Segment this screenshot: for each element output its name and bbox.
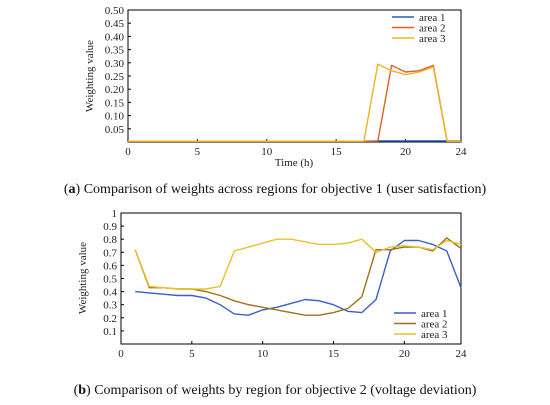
series-group-a — [128, 63, 461, 142]
y-tick-label: 0.9 — [103, 221, 117, 233]
chart-b: 0.10.20.30.40.50.60.70.80.91 0 5 10 15 20 24 … — [74, 208, 477, 398]
y-axis-label-b: Weighting value — [77, 242, 89, 314]
x-tick-label: 5 — [195, 146, 201, 158]
series-line-area-3 — [134, 238, 462, 290]
x-tick-label: 20 — [400, 146, 412, 158]
plot-frame-b — [120, 212, 462, 345]
legend-label: area 1 — [419, 12, 446, 24]
x-tick-label: 20 — [399, 348, 411, 360]
series-line-area-2 — [128, 64, 461, 142]
y-tick-label: 0.3 — [103, 300, 117, 312]
x-axis-label-a: Time (h) — [275, 157, 314, 169]
plot-frame-a — [127, 9, 462, 143]
y-tick-label: 0.1 — [103, 326, 117, 338]
y-tick-label: 0.15 — [105, 97, 125, 109]
x-tick-label: 10 — [257, 348, 269, 360]
caption-a: (a) Comparison of weights across regions… — [64, 182, 487, 197]
y-tick-label: 0.6 — [103, 260, 117, 272]
y-tick-label: 0.5 — [103, 274, 117, 286]
y-tick-label: 0.05 — [105, 124, 125, 136]
y-tick-label: 0.50 — [105, 5, 125, 17]
x-tick-label: 10 — [261, 146, 273, 158]
y-tick-label: 0.30 — [105, 58, 125, 70]
y-axis-ticks-b: 0.10.20.30.40.5 0.60.70.80.91 — [103, 208, 124, 338]
series-group-b — [134, 237, 462, 316]
x-tick-label: 15 — [328, 348, 340, 360]
x-tick-label: 5 — [189, 348, 195, 360]
x-tick-label: 24 — [456, 146, 468, 158]
legend-label: area 2 — [419, 23, 446, 35]
y-tick-label: 0.45 — [105, 18, 125, 30]
y-tick-label: 0.7 — [103, 247, 117, 259]
legend-label: area 2 — [421, 319, 448, 331]
y-tick-label: 0.8 — [103, 234, 117, 246]
caption-b: (b) Comparison of weights by region for … — [74, 383, 477, 398]
x-axis-ticks-b: 0 5 10 15 20 24 — [118, 341, 467, 360]
series-line-area-1 — [135, 239, 462, 316]
caption-text-b: Comparison of weights by region for obje… — [94, 383, 477, 398]
caption-letter-a: a — [69, 182, 76, 197]
series-line-area-3 — [128, 63, 461, 142]
y-tick-label: 0.40 — [105, 31, 125, 43]
y-tick-label: 0.10 — [105, 111, 125, 123]
y-tick-label: 1 — [112, 208, 118, 220]
x-tick-label: 0 — [118, 348, 124, 360]
x-tick-label: 0 — [125, 146, 131, 158]
x-tick-label: 24 — [456, 348, 468, 360]
y-tick-label: 0.4 — [103, 287, 117, 299]
y-tick-label: 0.25 — [105, 71, 125, 83]
y-tick-label: 0.2 — [103, 313, 117, 325]
legend-label: area 3 — [421, 329, 448, 341]
y-tick-label: 0.35 — [105, 45, 125, 57]
y-axis-label-a: Weighting value — [84, 40, 96, 112]
series-line-area-2 — [134, 237, 462, 316]
caption-text-a: Comparison of weights across regions for… — [84, 182, 487, 197]
chart-a: 0.050.10 0.150.200.250.300.35 0.400.450.50… — [64, 5, 487, 197]
legend-label: area 3 — [419, 33, 446, 45]
caption-letter-b: b — [78, 383, 86, 398]
x-tick-label: 15 — [331, 146, 343, 158]
y-tick-label: 0.20 — [105, 84, 125, 96]
y-axis-ticks-a: 0.050.10 0.150.200.250.300.35 0.400.450.50 — [105, 5, 131, 136]
legend-label: area 1 — [421, 308, 448, 320]
